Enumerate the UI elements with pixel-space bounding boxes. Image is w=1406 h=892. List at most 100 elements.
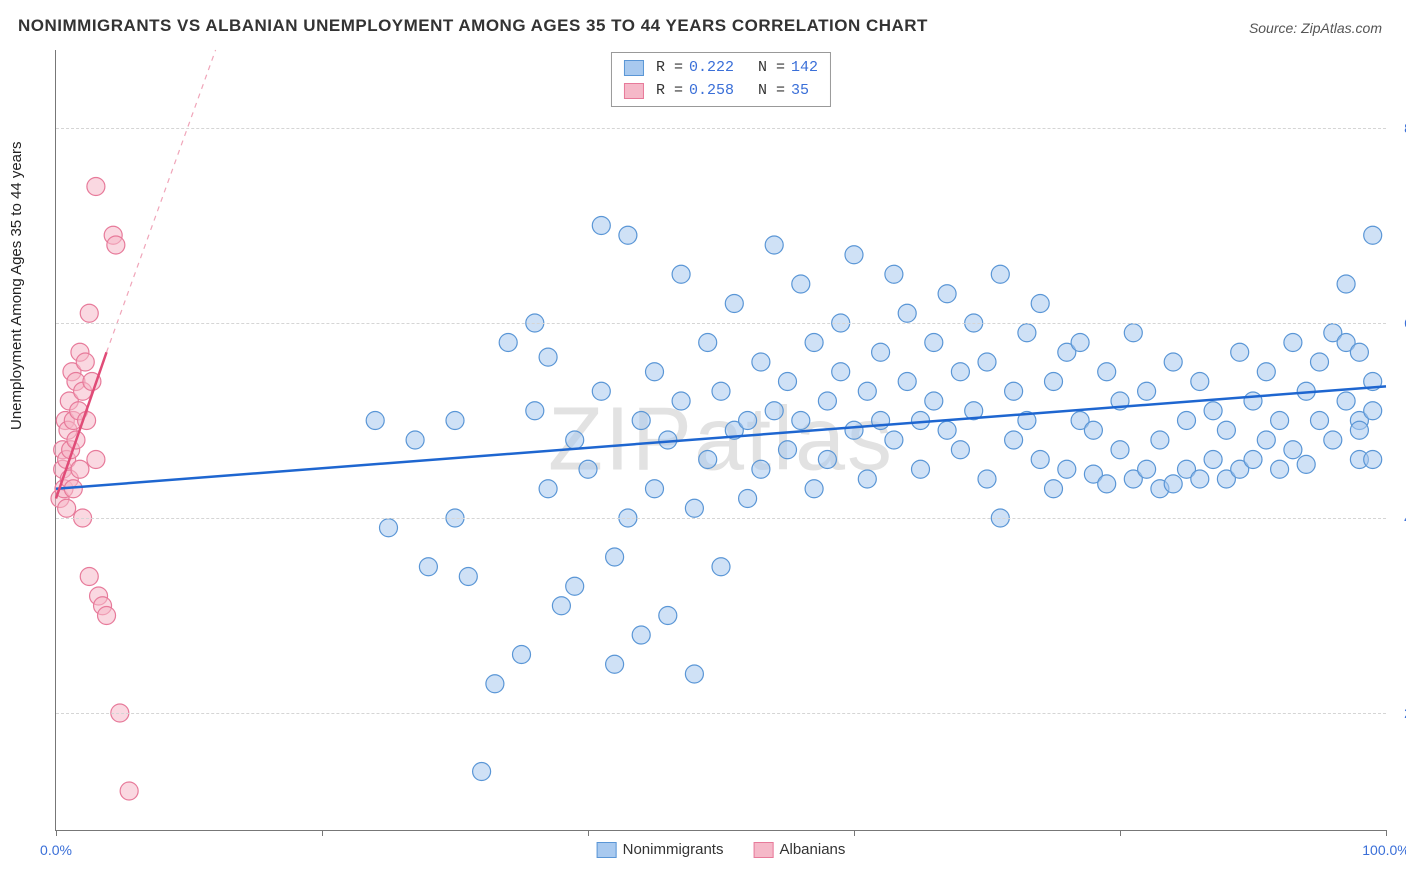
y-tick-label: 8.0% bbox=[1391, 120, 1406, 136]
data-point bbox=[606, 548, 624, 566]
data-point bbox=[1138, 460, 1156, 478]
data-point bbox=[1217, 421, 1235, 439]
data-point bbox=[1271, 412, 1289, 430]
data-point bbox=[499, 334, 517, 352]
data-point bbox=[579, 460, 597, 478]
data-point bbox=[685, 499, 703, 517]
data-point bbox=[486, 675, 504, 693]
data-point bbox=[1018, 324, 1036, 342]
data-point bbox=[526, 402, 544, 420]
legend-label: Nonimmigrants bbox=[623, 841, 724, 858]
legend-row: R =0.222 N =142 bbox=[624, 57, 818, 80]
data-point bbox=[1164, 353, 1182, 371]
data-point bbox=[87, 451, 105, 469]
x-tick bbox=[588, 830, 589, 836]
x-tick bbox=[322, 830, 323, 836]
data-point bbox=[898, 373, 916, 391]
data-point bbox=[1364, 451, 1382, 469]
data-point bbox=[725, 295, 743, 313]
data-point bbox=[832, 363, 850, 381]
x-tick bbox=[1386, 830, 1387, 836]
data-point bbox=[419, 558, 437, 576]
data-point bbox=[592, 217, 610, 235]
legend-swatch bbox=[597, 842, 617, 858]
data-point bbox=[951, 441, 969, 459]
data-point bbox=[1257, 431, 1275, 449]
data-point bbox=[1111, 441, 1129, 459]
legend-label: Albanians bbox=[779, 841, 845, 858]
data-point bbox=[845, 246, 863, 264]
data-point bbox=[1204, 402, 1222, 420]
data-point bbox=[539, 348, 557, 366]
gridline-h bbox=[56, 128, 1386, 129]
data-point bbox=[1138, 382, 1156, 400]
data-point bbox=[1164, 475, 1182, 493]
data-point bbox=[80, 304, 98, 322]
data-point bbox=[1364, 402, 1382, 420]
data-point bbox=[592, 382, 610, 400]
data-point bbox=[406, 431, 424, 449]
legend-n-value: 35 bbox=[791, 80, 809, 103]
data-point bbox=[1045, 373, 1063, 391]
legend-swatch bbox=[753, 842, 773, 858]
legend-n-label: N = bbox=[740, 80, 785, 103]
legend-n-label: N = bbox=[740, 57, 785, 80]
data-point bbox=[98, 607, 116, 625]
data-point bbox=[685, 665, 703, 683]
data-point bbox=[366, 412, 384, 430]
data-point bbox=[380, 519, 398, 537]
data-point bbox=[699, 334, 717, 352]
data-point bbox=[752, 353, 770, 371]
data-point bbox=[1244, 451, 1262, 469]
data-point bbox=[1271, 460, 1289, 478]
data-point bbox=[978, 470, 996, 488]
data-point bbox=[1297, 455, 1315, 473]
data-point bbox=[845, 421, 863, 439]
data-point bbox=[712, 382, 730, 400]
data-point bbox=[739, 412, 757, 430]
data-point bbox=[566, 431, 584, 449]
data-point bbox=[1124, 324, 1142, 342]
data-point bbox=[446, 412, 464, 430]
data-point bbox=[107, 236, 125, 254]
data-point bbox=[672, 392, 690, 410]
legend-r-label: R = bbox=[656, 80, 683, 103]
y-tick-label: 2.0% bbox=[1391, 705, 1406, 721]
legend-r-label: R = bbox=[656, 57, 683, 80]
y-tick-label: 6.0% bbox=[1391, 315, 1406, 331]
data-point bbox=[76, 353, 94, 371]
data-point bbox=[672, 265, 690, 283]
data-point bbox=[632, 626, 650, 644]
data-point bbox=[792, 412, 810, 430]
data-point bbox=[80, 568, 98, 586]
data-point bbox=[1350, 421, 1368, 439]
trend-line-extension bbox=[107, 50, 216, 352]
data-point bbox=[818, 451, 836, 469]
data-point bbox=[739, 490, 757, 508]
data-point bbox=[818, 392, 836, 410]
legend-swatch bbox=[624, 83, 644, 99]
legend-r-value: 0.222 bbox=[689, 57, 734, 80]
correlation-legend: R =0.222 N =142R =0.258 N = 35 bbox=[611, 52, 831, 107]
data-point bbox=[925, 334, 943, 352]
data-point bbox=[898, 304, 916, 322]
data-point bbox=[566, 577, 584, 595]
data-point bbox=[71, 460, 89, 478]
data-point bbox=[1311, 353, 1329, 371]
x-tick bbox=[1120, 830, 1121, 836]
data-point bbox=[858, 382, 876, 400]
data-point bbox=[872, 343, 890, 361]
chart-title: NONIMMIGRANTS VS ALBANIAN UNEMPLOYMENT A… bbox=[18, 16, 928, 36]
data-point bbox=[938, 421, 956, 439]
gridline-h bbox=[56, 518, 1386, 519]
data-point bbox=[991, 265, 1009, 283]
legend-item: Nonimmigrants bbox=[597, 841, 724, 858]
data-point bbox=[765, 402, 783, 420]
data-point bbox=[606, 655, 624, 673]
data-point bbox=[659, 607, 677, 625]
data-point bbox=[1005, 431, 1023, 449]
data-point bbox=[539, 480, 557, 498]
data-point bbox=[646, 363, 664, 381]
series-legend: Nonimmigrants Albanians bbox=[597, 841, 846, 858]
gridline-h bbox=[56, 323, 1386, 324]
